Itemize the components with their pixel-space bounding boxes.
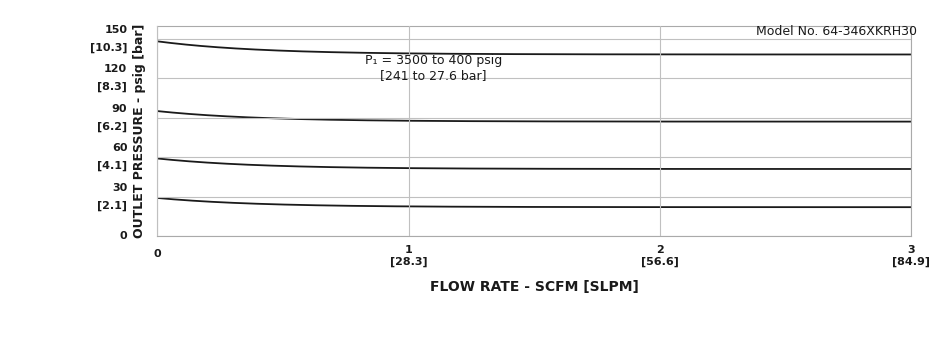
Text: [56.6]: [56.6] xyxy=(640,257,678,267)
Text: [10.3]: [10.3] xyxy=(90,42,127,53)
Text: [4.1]: [4.1] xyxy=(97,161,127,171)
Text: 90: 90 xyxy=(111,104,127,114)
Text: 2: 2 xyxy=(655,245,663,254)
Text: 1: 1 xyxy=(404,245,412,254)
Text: 150: 150 xyxy=(104,25,127,35)
Text: 60: 60 xyxy=(111,143,127,153)
Text: [2.1]: [2.1] xyxy=(97,200,127,211)
Text: Model No. 64-346XKRH30: Model No. 64-346XKRH30 xyxy=(755,25,916,38)
Text: [28.3]: [28.3] xyxy=(389,257,427,267)
Text: [84.9]: [84.9] xyxy=(891,257,929,267)
X-axis label: FLOW RATE - SCFM [SLPM]: FLOW RATE - SCFM [SLPM] xyxy=(430,280,638,294)
Text: 0: 0 xyxy=(154,249,161,259)
Text: 30: 30 xyxy=(112,183,127,193)
Y-axis label: OUTLET PRESSURE - psig [bar]: OUTLET PRESSURE - psig [bar] xyxy=(132,24,145,238)
Text: [6.2]: [6.2] xyxy=(97,121,127,132)
Text: 120: 120 xyxy=(104,64,127,74)
Text: [8.3]: [8.3] xyxy=(97,82,127,92)
Text: P₁ = 3500 to 400 psig
[241 to 27.6 bar]: P₁ = 3500 to 400 psig [241 to 27.6 bar] xyxy=(364,54,502,82)
Text: 3: 3 xyxy=(906,245,914,254)
Text: 0: 0 xyxy=(120,231,127,241)
